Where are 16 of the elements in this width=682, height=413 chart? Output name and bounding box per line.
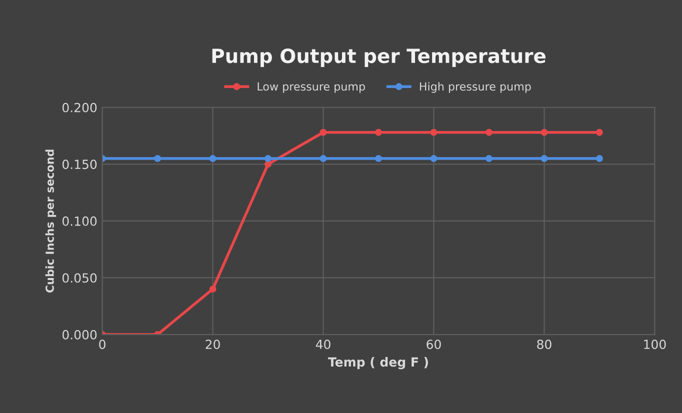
legend-label: High pressure pump <box>420 82 531 93</box>
x-tick-label: 100 <box>644 340 666 350</box>
y-axis-title: Cubic Inchs per second <box>45 150 56 293</box>
y-tick-label: 0.150 <box>62 160 97 170</box>
x-tick-label: 40 <box>316 340 330 350</box>
y-tick-label: 0.050 <box>62 273 97 283</box>
x-tick-label: 60 <box>426 340 441 350</box>
x-axis-title: Temp ( deg F ) <box>328 357 428 370</box>
y-tick-label: 0.200 <box>62 102 97 112</box>
x-tick-label: 0 <box>99 340 106 350</box>
x-tick-label: 20 <box>206 340 220 350</box>
x-tick-label: 80 <box>537 340 552 350</box>
y-tick-label: 0.100 <box>62 216 97 226</box>
chart-title: Pump Output per Temperature <box>212 48 546 67</box>
legend-label: Low pressure pump <box>258 82 365 93</box>
y-tick-label: 0.000 <box>62 330 97 340</box>
